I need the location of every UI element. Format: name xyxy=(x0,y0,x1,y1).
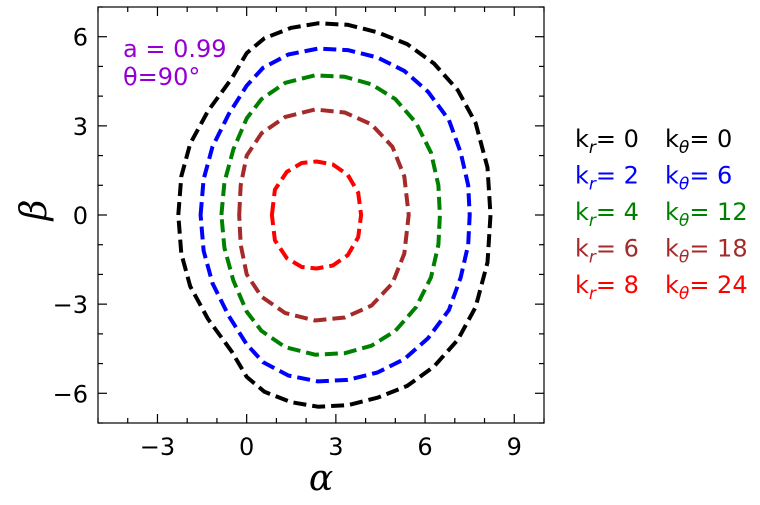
x-tick-label: 0 xyxy=(239,433,254,461)
legend-ktheta-2: kθ= 12 xyxy=(665,198,748,231)
y-axis-label: β xyxy=(14,200,55,223)
x-axis-label: α xyxy=(309,458,333,499)
contour-curves xyxy=(176,21,493,409)
y-tick-label: 0 xyxy=(73,202,88,230)
legend-kr-2: kr= 4 xyxy=(575,198,639,231)
contour-series-3 xyxy=(237,107,411,323)
legend-ktheta-1: kθ= 6 xyxy=(665,162,732,195)
x-tick-label: 3 xyxy=(328,433,343,461)
x-tick-label: 6 xyxy=(417,433,432,461)
contour-series-1 xyxy=(198,46,472,384)
contour-series-2 xyxy=(219,73,442,357)
annotation-spin: a = 0.99 xyxy=(123,35,227,63)
legend-ktheta-3: kθ= 18 xyxy=(665,235,748,268)
legend: kr= 0 kθ= 0 kr= 2 kθ= 6 kr= 4 kθ= 12 kr= 6 kθ= … xyxy=(575,125,748,304)
legend-kr-1: kr= 2 xyxy=(575,162,639,195)
legend-kr-0: kr= 0 xyxy=(575,125,639,158)
y-tick-label: −3 xyxy=(53,291,88,319)
contour-series-4 xyxy=(269,159,364,271)
x-tick-label: 9 xyxy=(507,433,522,461)
y-tick-label: 6 xyxy=(73,24,88,52)
legend-kr-4: kr= 8 xyxy=(575,271,639,304)
y-tick-label: −6 xyxy=(53,380,88,408)
annotation-inclination: θ=90° xyxy=(123,63,200,91)
legend-kr-3: kr= 6 xyxy=(575,235,639,268)
tick-labels: −3 0 3 6 9 −6 −3 0 3 6 xyxy=(53,24,522,461)
legend-ktheta-4: kθ= 24 xyxy=(665,271,748,304)
x-tick-label: −3 xyxy=(140,433,175,461)
contour-series-0 xyxy=(176,21,493,409)
axis-ticks xyxy=(97,6,545,424)
legend-ktheta-0: kθ= 0 xyxy=(665,125,732,158)
y-tick-label: 3 xyxy=(73,113,88,141)
